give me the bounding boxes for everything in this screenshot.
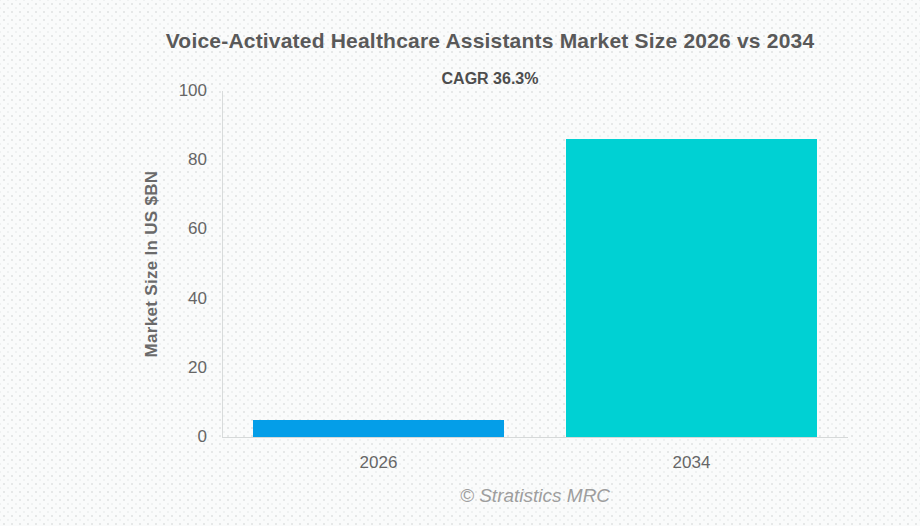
chart-canvas: Voice-Activated Healthcare Assistants Ma… [0, 0, 920, 526]
x-tick-label: 2026 [360, 453, 398, 473]
y-tick-label: 20 [147, 358, 207, 378]
y-tick-label: 0 [147, 427, 207, 447]
y-tick-label: 60 [147, 219, 207, 239]
x-axis-line [222, 437, 848, 438]
cagr-subtitle: CAGR 36.3% [442, 70, 539, 88]
y-axis-line [222, 91, 223, 438]
bar-2026 [253, 420, 503, 437]
y-tick-label: 80 [147, 150, 207, 170]
footer-credit: © Stratistics MRC [460, 485, 610, 507]
bar-2034 [566, 139, 816, 437]
y-tick-label: 100 [147, 81, 207, 101]
chart-title: Voice-Activated Healthcare Assistants Ma… [166, 29, 815, 53]
y-tick-label: 40 [147, 289, 207, 309]
y-axis-label: Market Size In US $BN [142, 171, 162, 358]
x-tick-label: 2034 [673, 453, 711, 473]
